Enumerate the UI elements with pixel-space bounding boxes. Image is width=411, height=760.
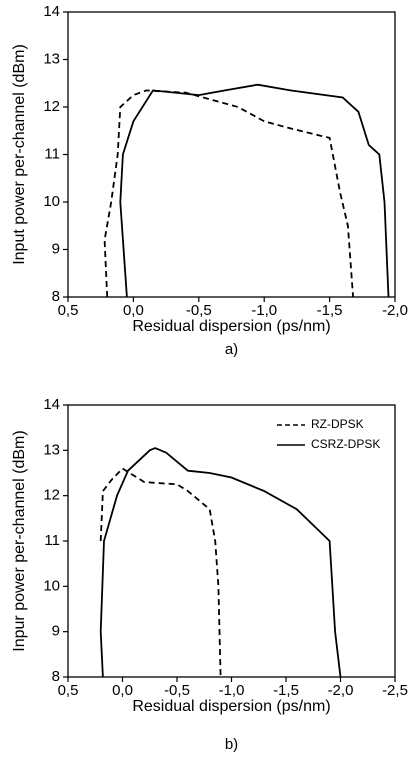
x-tick-label: -2,0 — [382, 302, 408, 319]
x-tick-label: -1,5 — [273, 682, 299, 699]
x-axis-title: Residual dispersion (ps/nm) — [132, 318, 330, 335]
y-axis-title: Input power per-channel (dBm) — [11, 44, 28, 265]
x-tick-label: 0,0 — [123, 302, 144, 319]
series-line — [103, 89, 354, 298]
chart: 8 9 10 11 12 13 14 0,5 0,0 -0,5 -1,0 -1,5 -2,0 Residu… — [11, 3, 408, 358]
caption: b) — [225, 736, 238, 753]
y-tick-label: 8 — [52, 668, 60, 685]
y-tick-label: 9 — [52, 240, 60, 257]
x-tick-label: -2,5 — [382, 682, 408, 699]
x-tick-label: 0,5 — [58, 682, 79, 699]
x-tick-label: -0,5 — [164, 682, 190, 699]
x-tick-label: -1,0 — [251, 302, 277, 319]
x-tick-label: 0,0 — [112, 682, 133, 699]
x-tick-label: -1,5 — [317, 302, 343, 319]
plot-frame — [67, 404, 396, 678]
series-line — [99, 467, 222, 678]
x-tick-label: -0,5 — [186, 302, 212, 319]
legend-label: CSRZ-DPSK — [311, 437, 380, 451]
y-tick-label: 10 — [43, 577, 60, 594]
y-tick-label: 14 — [43, 3, 60, 20]
y-tick-label: 12 — [43, 487, 60, 504]
caption: a) — [225, 341, 238, 358]
x-tick-label: -1,0 — [219, 682, 245, 699]
y-tick-label: 9 — [52, 623, 60, 640]
x-tick-label: -2,0 — [328, 682, 354, 699]
x-tick-label: 0,5 — [58, 302, 79, 319]
y-tick-label: 14 — [43, 396, 60, 413]
y-tick-label: 8 — [52, 288, 60, 305]
y-tick-label: 13 — [43, 441, 60, 458]
chart: 8 9 10 11 12 13 14 0,5 0,0 -0,5 -1,0 -1,5 -2,0 -2,5 Re… — [11, 396, 408, 753]
series-line — [119, 83, 390, 298]
plot-frame — [67, 11, 396, 298]
x-axis-title: Residual dispersion (ps/nm) — [132, 698, 330, 715]
legend-label: RZ-DPSK — [311, 417, 364, 431]
y-axis-title: Inpur power per-channel (dBm) — [11, 430, 28, 651]
y-tick-label: 11 — [44, 532, 60, 549]
y-tick-label: 11 — [44, 145, 60, 162]
y-tick-label: 13 — [43, 50, 60, 67]
y-tick-label: 10 — [43, 193, 60, 210]
y-tick-label: 12 — [43, 98, 60, 115]
series-line — [99, 447, 342, 678]
